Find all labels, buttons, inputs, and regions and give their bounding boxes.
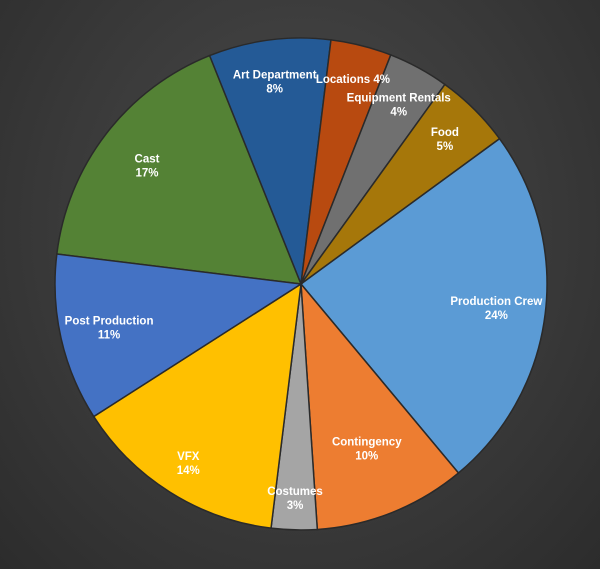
slice-label-locations: Locations 4% [316,74,390,86]
pie-slice-cast [55,54,303,285]
slice-label-food: Food 5% [431,127,459,153]
slice-label-production-crew: Production Crew 24% [450,296,542,322]
slice-label-art-department: Art Department 8% [233,70,317,96]
slice-label-post-production: Post Production 11% [65,316,154,342]
pie-slice-contingency [300,281,460,531]
slices-layer [54,37,548,531]
slice-label-cast: Cast 17% [135,153,160,179]
slice-label-equipment-rentals: Equipment Rentals 4% [347,93,451,119]
labels-layer: Cast 17% Art Department 8%Locations 4% Equip… [65,70,543,512]
pie-slice-post-production [54,253,304,418]
slice-label-contingency: Contingency 10% [332,436,402,462]
slice-label-vfx: VFX 14% [177,451,200,477]
pie-slice-vfx [92,282,302,530]
pie-slice-production-crew [299,137,548,475]
slice-label-costumes: Costumes 3% [267,486,323,512]
pie-slice-art-department [208,37,332,285]
